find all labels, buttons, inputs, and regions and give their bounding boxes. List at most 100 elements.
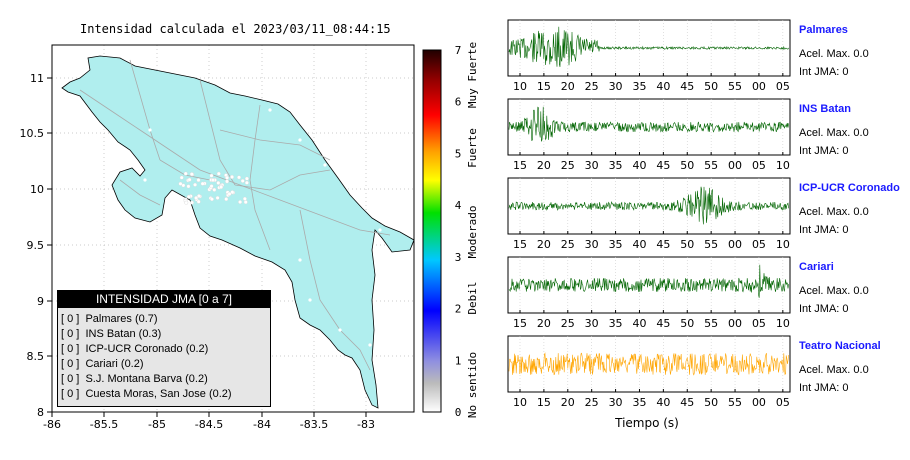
colorbar-tick-label: 5: [455, 147, 462, 160]
waveform-tick-label: 05: [776, 396, 790, 409]
map-x-tick-label: -86: [43, 418, 61, 431]
waveform-tick-label: 10: [776, 317, 790, 330]
waveform-tick-label: 40: [656, 396, 670, 409]
map-x-tick-label: -85.5: [90, 418, 118, 431]
waveform-tick-label: 20: [561, 80, 575, 93]
waveform-trace: [508, 186, 789, 225]
waveform-tick-label: 30: [585, 159, 599, 172]
waveform-tick-label: 35: [609, 159, 623, 172]
waveform-tick-label: 25: [585, 396, 599, 409]
waveform-tick-label: 20: [537, 317, 551, 330]
waveform-tick-label: 15: [513, 159, 527, 172]
waveform-tick-label: 30: [609, 396, 623, 409]
waveform-tick-label: 30: [585, 317, 599, 330]
map-x-tick-label: -83: [357, 418, 375, 431]
waveform-tick-label: 25: [561, 159, 575, 172]
waveform-tick-label: 45: [680, 80, 694, 93]
waveform-panels: 10 15 20 25 30 35 40 45 50 55 00 05 15 20 25 30 35 40 45 50…: [507, 19, 791, 409]
waveform-tick-label: 30: [609, 80, 623, 93]
waveform-tick-label: 35: [609, 317, 623, 330]
colorbar-tick-label: 3: [455, 251, 462, 264]
waveform-tick-label: 20: [537, 159, 551, 172]
waveform-tick-label: 50: [704, 396, 718, 409]
waveform-xlabel: Tiempo (s): [614, 416, 679, 430]
waveform-tick-label: 00: [728, 238, 742, 251]
waveform-tick-label: 25: [561, 238, 575, 251]
waveform-tick-label: 35: [632, 80, 646, 93]
waveform-tick-label: 50: [680, 317, 694, 330]
waveform-panel: 10 15 20 25 30 35 40 45 50 55 00 05: [507, 335, 791, 409]
colorbar-level-label: Debil: [466, 281, 479, 314]
map-y-tick-label: 10: [30, 183, 44, 196]
station-name: Cariari: [799, 261, 834, 273]
waveform-trace: [508, 26, 789, 67]
legend-item: [ 0 ] Palmares (0.7): [61, 313, 158, 325]
legend-box: [57, 290, 271, 407]
colorbar-tick-label: 6: [455, 96, 462, 109]
waveform-trace: [508, 106, 789, 143]
waveform-tick-label: 40: [656, 80, 670, 93]
waveform-tick-label: 15: [537, 396, 551, 409]
waveform-tick-label: 20: [537, 238, 551, 251]
waveform-tick-label: 15: [513, 238, 527, 251]
waveform-tick-label: 10: [776, 238, 790, 251]
waveform-tick-label: 15: [537, 80, 551, 93]
waveform-tick-label: 00: [728, 159, 742, 172]
legend-item: [ 0 ] S.J. Montana Barva (0.2): [61, 373, 208, 385]
station-name: Teatro Nacional: [799, 340, 881, 352]
waveform-tick-label: 25: [585, 80, 599, 93]
map-y-tick-label: 8: [37, 406, 44, 419]
colorbar-level-label: Muy Fuerte: [466, 42, 479, 108]
waveform-tick-label: 55: [704, 159, 718, 172]
station-peak-accel: Acel. Max. 0.0: [799, 206, 869, 218]
colorbar-tick-label: 7: [455, 44, 462, 57]
colorbar-level-label: Moderado: [466, 206, 479, 259]
map-y-tick-label: 8.5: [27, 350, 45, 363]
waveform-tick-label: 45: [656, 317, 670, 330]
station-jma-intensity: Int JMA: 0: [799, 145, 849, 157]
waveform-tick-label: 15: [513, 317, 527, 330]
waveform-tick-label: 35: [609, 238, 623, 251]
waveform-tick-label: 10: [513, 396, 527, 409]
waveform-tick-label: 35: [632, 396, 646, 409]
waveform-tick-label: 45: [656, 238, 670, 251]
waveform-tick-label: 55: [704, 317, 718, 330]
map-x-tick-label: -84.5: [195, 418, 223, 431]
waveform-tick-label: 50: [704, 80, 718, 93]
colorbar-level-label: No sentido: [466, 352, 479, 418]
map-y-tick-label: 9: [37, 295, 44, 308]
map-title: Intensidad calculada el 2023/03/11_08:44…: [80, 22, 391, 36]
colorbar-labels: No sentido Debil Moderado Fuerte Muy Fuerte: [466, 42, 479, 418]
legend-item: [ 0 ] ICP-UCR Coronado (0.2): [61, 343, 209, 355]
costa-rica-land: [61, 55, 414, 409]
station-peak-accel: Acel. Max. 0.0: [799, 127, 869, 139]
legend-title: INTENSIDAD JMA [0 a 7]: [57, 290, 271, 308]
waveform-panel: 15 20 25 30 35 40 45 50 55 00 05 10: [507, 98, 791, 172]
colorbar-tick-label: 0: [455, 406, 462, 419]
waveform-tick-label: 05: [776, 80, 790, 93]
map-x-tick-label: -84: [253, 418, 271, 431]
map-y-tick-label: 11: [30, 72, 44, 85]
waveform-tick-label: 40: [632, 317, 646, 330]
waveform-tick-label: 40: [632, 238, 646, 251]
waveform-tick-label: 05: [752, 159, 766, 172]
waveform-tick-label: 10: [513, 80, 527, 93]
waveform-tick-label: 00: [752, 396, 766, 409]
colorbar-tick-label: 4: [455, 199, 462, 212]
waveform-tick-label: 55: [728, 80, 742, 93]
station-peak-accel: Acel. Max. 0.0: [799, 364, 869, 376]
station-name: Palmares: [799, 24, 848, 36]
waveform-tick-label: 00: [752, 80, 766, 93]
map-y-tick-label: 9.5: [27, 239, 45, 252]
waveform-trace: [508, 352, 789, 376]
waveform-tick-label: 45: [656, 159, 670, 172]
waveform-tick-label: 30: [585, 238, 599, 251]
waveform-tick-label: 45: [680, 396, 694, 409]
waveform-tick-label: 20: [561, 396, 575, 409]
station-jma-intensity: Int JMA: 0: [799, 303, 849, 315]
waveform-tick-label: 25: [561, 317, 575, 330]
waveform-tick-label: 50: [680, 238, 694, 251]
waveform-panel: 15 20 25 30 35 40 45 50 55 00 05 10: [507, 256, 791, 330]
colorbar-tick-label: 2: [455, 303, 462, 316]
waveform-tick-label: 10: [776, 159, 790, 172]
